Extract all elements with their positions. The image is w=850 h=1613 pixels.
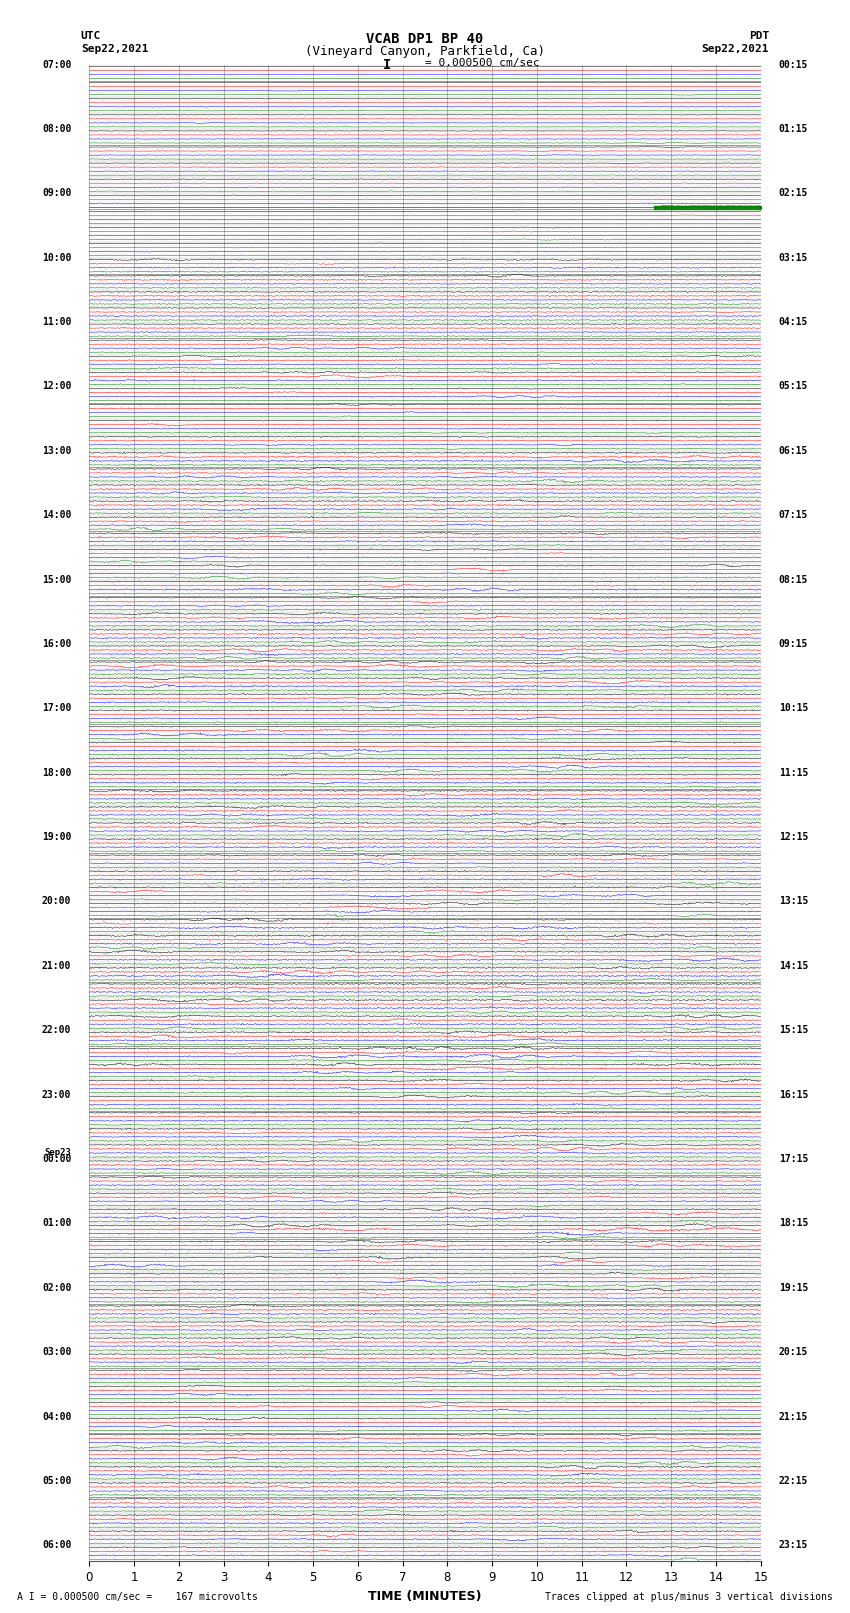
Text: 21:00: 21:00 — [42, 961, 71, 971]
Text: 22:15: 22:15 — [779, 1476, 808, 1486]
Text: 06:15: 06:15 — [779, 445, 808, 456]
Text: Traces clipped at plus/minus 3 vertical divisions: Traces clipped at plus/minus 3 vertical … — [545, 1592, 833, 1602]
Text: 12:00: 12:00 — [42, 381, 71, 392]
Text: 02:00: 02:00 — [42, 1282, 71, 1292]
Text: 04:15: 04:15 — [779, 318, 808, 327]
Text: 03:15: 03:15 — [779, 253, 808, 263]
Text: 10:00: 10:00 — [42, 253, 71, 263]
Text: 05:15: 05:15 — [779, 381, 808, 392]
Text: 21:15: 21:15 — [779, 1411, 808, 1421]
Text: 11:15: 11:15 — [779, 768, 808, 777]
Text: 03:00: 03:00 — [42, 1347, 71, 1357]
Text: 00:15: 00:15 — [779, 60, 808, 69]
Text: 11:00: 11:00 — [42, 318, 71, 327]
Text: 07:15: 07:15 — [779, 510, 808, 519]
Text: 01:15: 01:15 — [779, 124, 808, 134]
Text: UTC: UTC — [81, 31, 101, 40]
Text: 20:15: 20:15 — [779, 1347, 808, 1357]
Text: Sep23: Sep23 — [44, 1147, 71, 1157]
Text: 13:15: 13:15 — [779, 897, 808, 907]
Text: 00:00: 00:00 — [42, 1153, 71, 1165]
Text: 05:00: 05:00 — [42, 1476, 71, 1486]
Text: 13:00: 13:00 — [42, 445, 71, 456]
Text: 08:00: 08:00 — [42, 124, 71, 134]
Text: 19:00: 19:00 — [42, 832, 71, 842]
Text: 14:15: 14:15 — [779, 961, 808, 971]
Text: 10:15: 10:15 — [779, 703, 808, 713]
Text: VCAB DP1 BP 40: VCAB DP1 BP 40 — [366, 32, 484, 47]
Text: 22:00: 22:00 — [42, 1026, 71, 1036]
Text: 18:15: 18:15 — [779, 1218, 808, 1229]
Text: 23:15: 23:15 — [779, 1540, 808, 1550]
Text: 15:00: 15:00 — [42, 574, 71, 584]
Text: 09:15: 09:15 — [779, 639, 808, 648]
Text: Sep22,2021: Sep22,2021 — [702, 44, 769, 53]
Text: 16:00: 16:00 — [42, 639, 71, 648]
Text: 18:00: 18:00 — [42, 768, 71, 777]
Text: 06:00: 06:00 — [42, 1540, 71, 1550]
Text: 09:00: 09:00 — [42, 189, 71, 198]
Text: 12:15: 12:15 — [779, 832, 808, 842]
Text: I: I — [382, 58, 391, 73]
Text: (Vineyard Canyon, Parkfield, Ca): (Vineyard Canyon, Parkfield, Ca) — [305, 45, 545, 58]
Text: Sep22,2021: Sep22,2021 — [81, 44, 148, 53]
Text: PDT: PDT — [749, 31, 769, 40]
Text: 04:00: 04:00 — [42, 1411, 71, 1421]
Text: 15:15: 15:15 — [779, 1026, 808, 1036]
Text: = 0.000500 cm/sec: = 0.000500 cm/sec — [425, 58, 540, 68]
Text: 02:15: 02:15 — [779, 189, 808, 198]
Text: 01:00: 01:00 — [42, 1218, 71, 1229]
Text: 17:00: 17:00 — [42, 703, 71, 713]
Text: 20:00: 20:00 — [42, 897, 71, 907]
Text: 07:00: 07:00 — [42, 60, 71, 69]
Text: 19:15: 19:15 — [779, 1282, 808, 1292]
Text: 16:15: 16:15 — [779, 1090, 808, 1100]
Text: A I = 0.000500 cm/sec =    167 microvolts: A I = 0.000500 cm/sec = 167 microvolts — [17, 1592, 258, 1602]
Text: 08:15: 08:15 — [779, 574, 808, 584]
Text: 17:15: 17:15 — [779, 1153, 808, 1165]
Text: 14:00: 14:00 — [42, 510, 71, 519]
Text: 23:00: 23:00 — [42, 1090, 71, 1100]
X-axis label: TIME (MINUTES): TIME (MINUTES) — [368, 1590, 482, 1603]
